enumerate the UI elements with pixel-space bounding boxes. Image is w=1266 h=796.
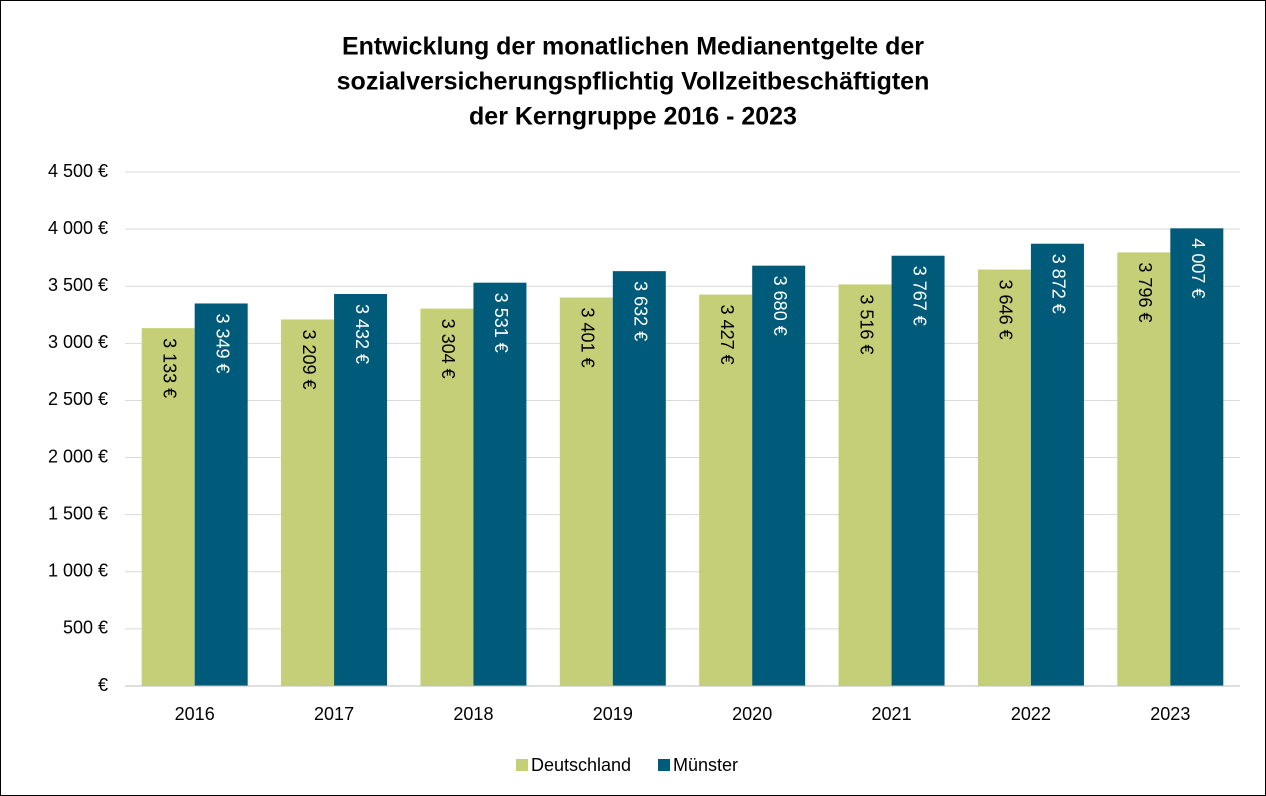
bar [1170,228,1224,686]
data-label: 3 349 € [212,313,232,373]
data-label: 3 767 € [909,266,929,326]
legend-swatch [516,759,528,771]
bar [473,282,527,686]
bar [891,255,945,686]
data-label: 3 796 € [1135,262,1155,322]
y-tick-label: 4 500 € [48,161,108,181]
bar [838,284,892,686]
data-label: 3 133 € [159,338,179,398]
bar [1030,243,1084,686]
bar [1117,252,1171,686]
data-label: 3 680 € [770,276,790,336]
chart-title: sozialversicherungspflichtig Vollzeitbes… [337,68,930,96]
chart-title: Entwicklung der monatlichen Medianentgel… [342,33,924,61]
y-tick-label: 1 000 € [48,561,108,581]
y-tick-label: 3 500 € [48,275,108,295]
legend-label: Münster [673,755,738,775]
y-tick-label: € [98,675,108,695]
data-label: 3 209 € [299,329,319,389]
y-tick-label: 4 000 € [48,218,108,238]
y-tick-label: 3 000 € [48,332,108,352]
x-tick-label: 2018 [453,704,493,724]
y-tick-label: 1 500 € [48,503,108,523]
bar [281,319,335,686]
data-label: 3 531 € [491,293,511,353]
y-tick-label: 2 500 € [48,389,108,409]
data-label: 4 007 € [1188,238,1208,298]
x-tick-label: 2022 [1011,704,1051,724]
bar [559,297,613,686]
bar [752,265,806,686]
x-tick-label: 2023 [1150,704,1190,724]
y-tick-label: 500 € [63,618,108,638]
legend-label: Deutschland [531,755,631,775]
data-label: 3 632 € [631,281,651,341]
bar [141,328,195,686]
x-tick-label: 2020 [732,704,772,724]
data-label: 3 432 € [352,304,372,364]
data-label: 3 516 € [856,294,876,354]
x-tick-label: 2021 [872,704,912,724]
bar [699,294,753,686]
y-tick-label: 2 000 € [48,446,108,466]
data-label: 3 646 € [996,280,1016,340]
chart-title: der Kerngruppe 2016 - 2023 [469,103,797,131]
data-label: 3 872 € [1049,254,1069,314]
bar [334,293,388,686]
x-tick-label: 2016 [175,704,215,724]
x-tick-label: 2017 [314,704,354,724]
data-label: 3 427 € [717,305,737,365]
data-label: 3 304 € [438,319,458,379]
bar [194,303,248,686]
bar [420,308,474,686]
x-tick-label: 2019 [593,704,633,724]
data-label: 3 401 € [578,308,598,368]
bar [612,271,666,686]
legend-swatch [658,759,670,771]
bar [977,269,1031,686]
